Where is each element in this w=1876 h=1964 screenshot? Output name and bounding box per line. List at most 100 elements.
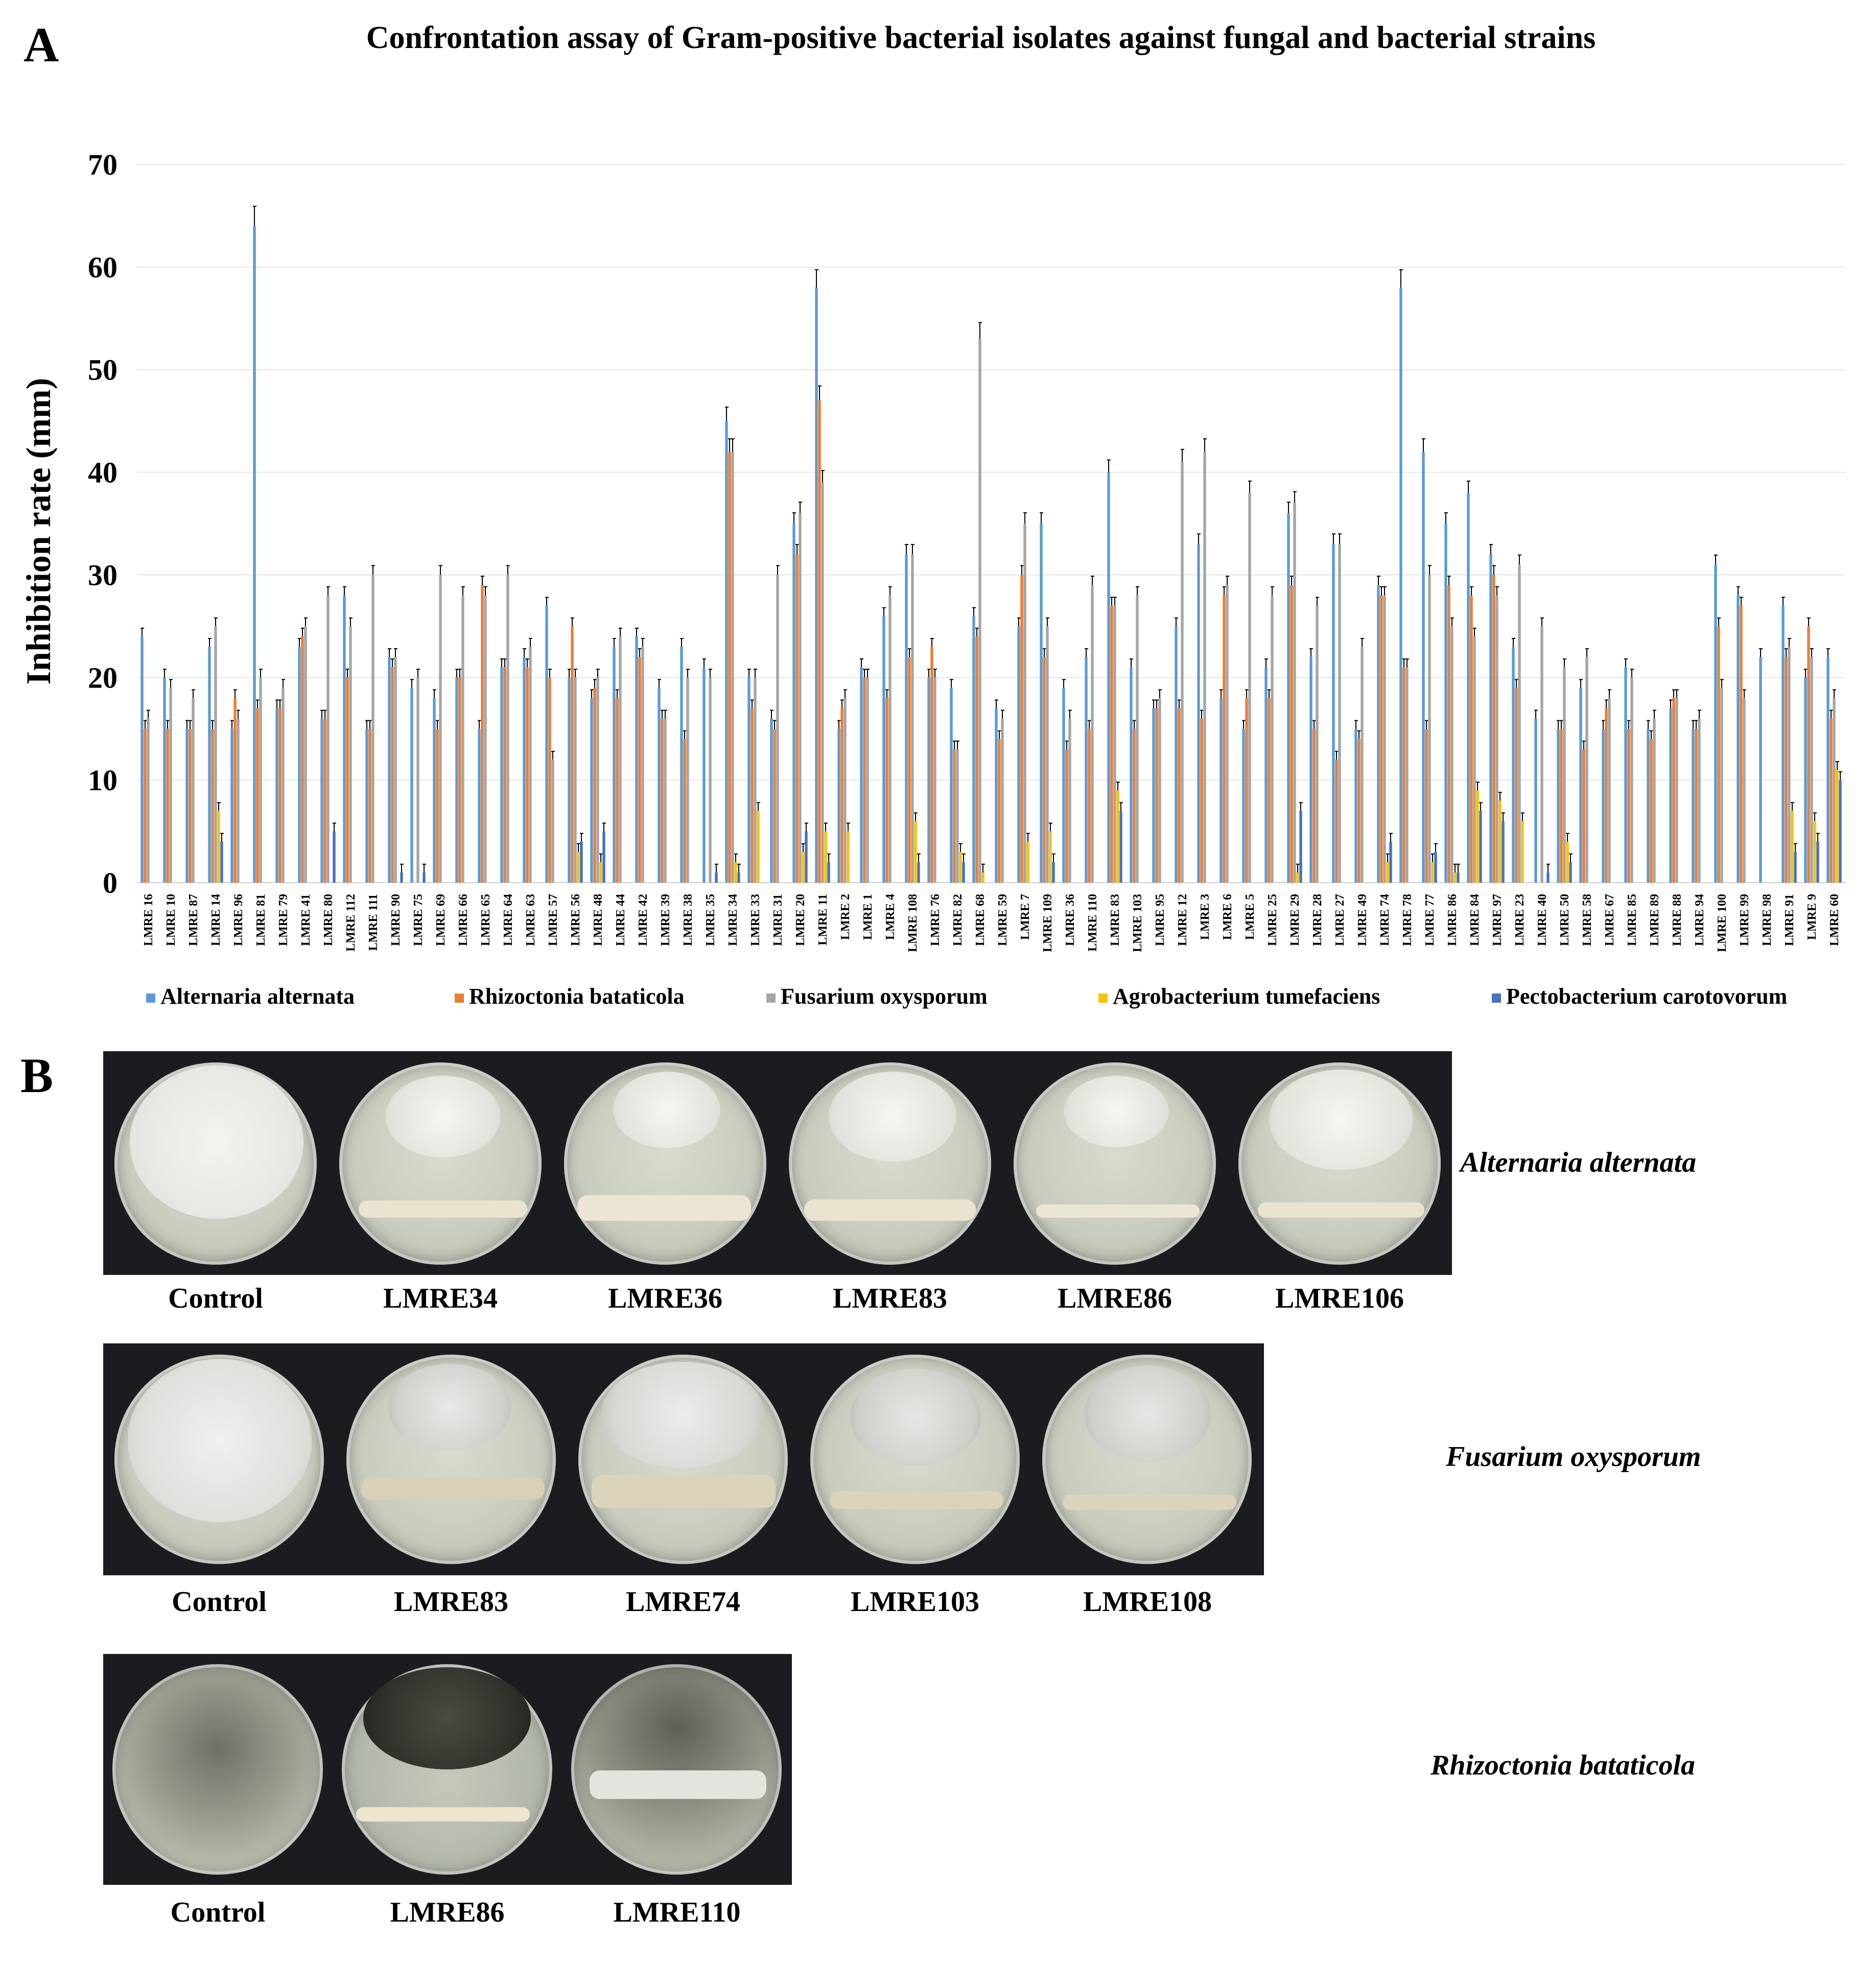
error-bar (1113, 597, 1117, 606)
bar (237, 718, 240, 883)
error-bar (930, 637, 934, 647)
error-bar (1836, 761, 1839, 770)
error-bar (1447, 576, 1451, 585)
bar (1813, 821, 1816, 883)
error-bar (616, 689, 619, 698)
bar (147, 718, 150, 883)
bar (827, 862, 830, 883)
error-bar (734, 853, 738, 862)
error-bar (658, 679, 661, 688)
bar (638, 657, 641, 883)
x-tick-label: LMRE 48 (592, 894, 605, 946)
legend-label: Rhizoctonia bataticola (469, 984, 685, 1009)
x-tick-label: LMRE 5 (1244, 894, 1257, 940)
plate-lmre34 (328, 1051, 553, 1275)
error-bar (163, 669, 167, 678)
bar (1434, 851, 1437, 883)
error-bar (1335, 750, 1339, 760)
bar (1450, 626, 1453, 883)
x-tick-label: LMRE 84 (1468, 894, 1482, 946)
bar (1091, 585, 1094, 883)
bar (847, 831, 850, 883)
error-bar (323, 709, 327, 719)
bar (1155, 708, 1158, 883)
error-bar (683, 730, 687, 739)
bar (1630, 677, 1633, 883)
error-bar (596, 669, 600, 678)
bar (1020, 575, 1023, 883)
x-tick-label: LMRE 89 (1648, 894, 1661, 946)
bar (1130, 667, 1133, 883)
x-tick-label: LMRE 4 (884, 894, 897, 940)
bar (220, 841, 223, 883)
error-bar (927, 669, 931, 678)
x-tick-label: LMRE 31 (771, 894, 785, 946)
error-bar (709, 669, 712, 678)
bar (998, 739, 1001, 883)
plate-label: LMRE106 (1275, 1283, 1404, 1314)
bar (1457, 872, 1460, 883)
bar (458, 677, 461, 883)
x-tick-label: LMRE 76 (929, 894, 942, 946)
bar (837, 728, 840, 883)
error-bar (237, 709, 240, 719)
error-bar (416, 669, 420, 678)
bar (1110, 605, 1113, 883)
error-bar (410, 679, 414, 688)
bar (1085, 657, 1088, 883)
error-bar (590, 689, 594, 698)
error-bar (1287, 502, 1291, 513)
error-bar (860, 658, 863, 668)
plate-label: LMRE74 (626, 1586, 740, 1618)
bar (1740, 605, 1743, 883)
error-bar (1354, 720, 1358, 729)
error-bar (1428, 565, 1432, 575)
bar (1791, 811, 1794, 883)
bar (1498, 800, 1502, 883)
bar (1428, 575, 1431, 883)
error-bar (1569, 853, 1573, 862)
x-tick-label: LMRE 69 (434, 894, 448, 946)
bar (1653, 718, 1656, 883)
error-bar (423, 863, 426, 872)
bar (1473, 636, 1476, 883)
error-bar (773, 720, 777, 729)
error-bar (1116, 782, 1120, 791)
error-bar (882, 607, 886, 616)
bar (1178, 708, 1181, 883)
x-tick-label: LMRE 35 (704, 894, 717, 946)
plate-label: LMRE86 (390, 1897, 505, 1928)
bar (863, 677, 866, 883)
error-bar (664, 709, 667, 719)
error-bar (998, 730, 1001, 739)
bar (590, 698, 593, 883)
bar (805, 831, 808, 883)
bar (1453, 872, 1457, 883)
bar (1133, 728, 1136, 883)
error-bar (233, 689, 237, 698)
bar (346, 677, 349, 883)
bar (680, 647, 683, 883)
x-tick-label: LMRE 64 (502, 894, 515, 946)
bar (230, 728, 233, 883)
error-bar (1692, 720, 1695, 729)
error-bar (1001, 709, 1004, 719)
error-bar (1380, 586, 1383, 596)
bar (1335, 759, 1338, 883)
error-bar (702, 658, 706, 668)
x-tick-label: LMRE 23 (1513, 894, 1527, 946)
error-bar (1518, 554, 1521, 565)
error-bar (1647, 720, 1650, 729)
x-tick-label: LMRE 87 (187, 894, 200, 946)
plate-label: LMRE83 (394, 1586, 508, 1618)
bar (975, 636, 978, 883)
error-bar (1473, 627, 1476, 636)
error-bar (1136, 586, 1139, 596)
error-bar (1579, 679, 1583, 688)
bar (400, 872, 403, 883)
bar (163, 677, 166, 883)
x-tick-label: LMRE 25 (1266, 894, 1279, 946)
bar (1399, 288, 1402, 883)
error-bar (1585, 648, 1589, 657)
bar (1810, 657, 1813, 883)
